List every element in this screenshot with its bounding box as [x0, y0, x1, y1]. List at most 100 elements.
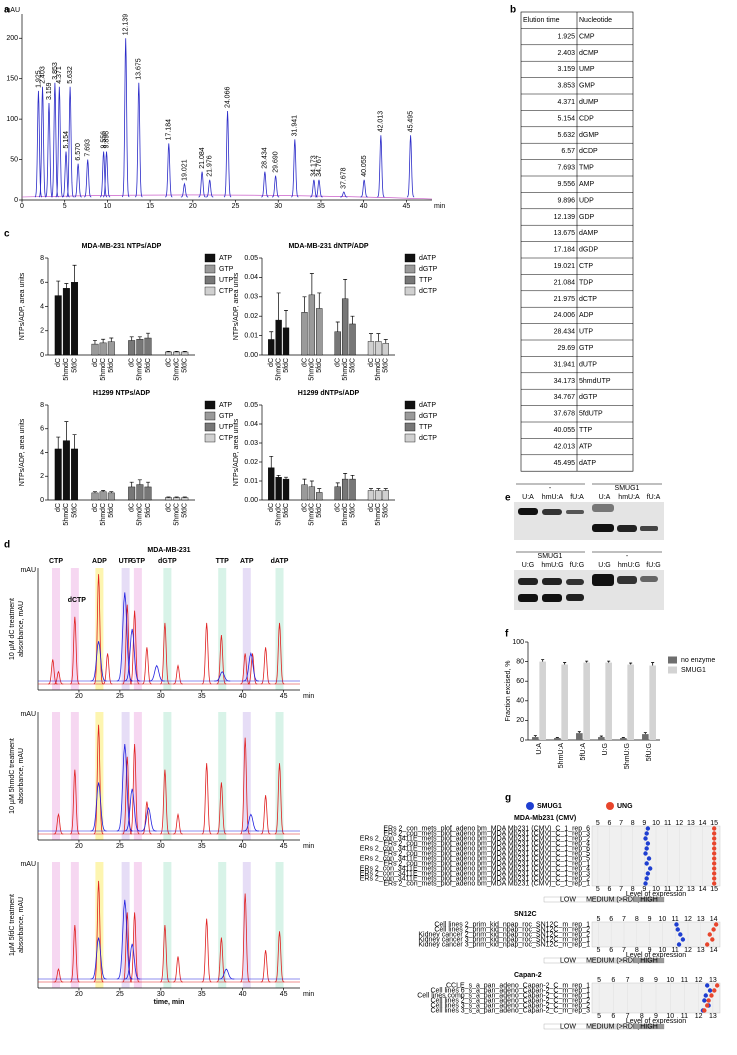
- dot: [644, 846, 648, 850]
- x-tick-label: 12: [684, 916, 692, 923]
- row-label: Cell lines 3_s_a_pan_adeno_Capan-2_C_m_r…: [430, 1007, 590, 1014]
- table-cell: 34.767: [554, 394, 576, 401]
- dot: [681, 937, 685, 941]
- gel-image: [514, 570, 664, 610]
- error-bar: [130, 337, 134, 341]
- x-tick-label: 5: [597, 977, 601, 984]
- error-bar: [269, 332, 273, 340]
- x-tick-label: 20: [75, 843, 83, 850]
- legend-swatch: [205, 254, 215, 262]
- dot: [709, 993, 713, 997]
- lane-label: fU:G: [646, 562, 660, 569]
- x-tick-label: 15: [146, 203, 154, 210]
- y-tick-label: 50: [10, 156, 18, 163]
- y-axis-label: 10 µM dC treatment: [9, 598, 16, 660]
- peak-label: 24.066: [224, 87, 231, 109]
- table-cell: GDP: [579, 214, 595, 221]
- x-tick-label: 5fdC: [145, 358, 152, 373]
- gel-band: [592, 504, 614, 512]
- bar: [316, 492, 322, 500]
- x-tick-label: 5hmdC: [137, 503, 144, 526]
- x-tick-label: 14: [710, 947, 718, 954]
- error-bar: [109, 338, 113, 342]
- bar: [309, 295, 315, 355]
- error-bar: [600, 736, 603, 737]
- table-cell: 2.403: [557, 50, 575, 57]
- table-cell: dCDP: [579, 148, 598, 155]
- peak-label: 2.403: [39, 66, 46, 84]
- peak: [202, 919, 212, 982]
- error-bar: [369, 334, 373, 342]
- x-tick-label: 5fdC: [316, 358, 323, 373]
- table-cell: 42.013: [554, 443, 576, 450]
- table-cell: 31.941: [554, 361, 576, 368]
- bar: [627, 665, 634, 740]
- table-cell: TTP: [579, 427, 593, 434]
- table-cell: 17.184: [554, 247, 576, 254]
- dot: [712, 836, 716, 840]
- dot: [712, 846, 716, 850]
- dot: [714, 922, 718, 926]
- bar: [368, 341, 374, 355]
- x-tick-label: 5hmdC: [309, 358, 316, 381]
- panel-label: e: [505, 493, 511, 504]
- error-bar: [336, 322, 340, 332]
- legend-swatch: [405, 265, 415, 273]
- peak-label: 37.678: [341, 167, 348, 189]
- table-cell: 1.925: [557, 33, 575, 40]
- level-label: LOW: [560, 1024, 576, 1031]
- table-cell: 28.434: [554, 329, 576, 336]
- bar: [375, 341, 381, 355]
- bar: [108, 342, 115, 355]
- table-cell: 40.055: [554, 427, 576, 434]
- lane-label: fU:G: [570, 562, 584, 569]
- dot: [646, 871, 650, 875]
- peak: [206, 180, 213, 197]
- bar: [598, 737, 605, 740]
- x-tick-label: dC: [335, 358, 342, 367]
- peak: [135, 83, 142, 197]
- y-axis-label: 1µM 5fdC treatment: [9, 894, 16, 956]
- error-bar: [56, 281, 60, 296]
- peak: [310, 180, 317, 197]
- x-tick-label: 8: [635, 916, 639, 923]
- bar: [268, 468, 274, 500]
- x-unit: min: [303, 991, 314, 998]
- x-tick-label: 40: [239, 693, 247, 700]
- dot: [708, 932, 712, 936]
- x-tick-label: 10: [652, 820, 660, 827]
- band: [276, 712, 284, 840]
- x-tick-label: 6: [611, 977, 615, 984]
- x-tick-label: 10: [104, 203, 112, 210]
- error-bar: [101, 339, 105, 343]
- x-tick-label: dC: [92, 358, 99, 367]
- peak: [361, 180, 368, 197]
- error-bar: [578, 732, 581, 733]
- error-bar: [629, 663, 632, 664]
- error-bar: [607, 661, 610, 662]
- dot: [706, 998, 710, 1002]
- x-tick-label: 6: [608, 820, 612, 827]
- peak-label: 28.434: [262, 147, 269, 169]
- y-tick-label: 0.02: [244, 459, 258, 466]
- y-tick-label: 0.03: [244, 440, 258, 447]
- lane-label: U:A: [599, 494, 611, 501]
- x-tick-label: 5: [597, 1013, 601, 1020]
- legend-label: dATP: [419, 402, 436, 409]
- legend-swatch: [405, 401, 415, 409]
- x-tick-label: 13: [687, 820, 695, 827]
- gel-group: -: [626, 553, 629, 560]
- x-tick-label: 12: [695, 977, 703, 984]
- table-cell: 24.006: [554, 312, 576, 319]
- dot: [643, 851, 647, 855]
- legend-swatch: [668, 657, 677, 664]
- x-tick-label: 10: [666, 977, 674, 984]
- peak: [202, 623, 212, 684]
- y-tick-label: 0.01: [244, 478, 258, 485]
- peak: [202, 763, 212, 834]
- peak: [103, 653, 113, 684]
- table-cell: 3.159: [557, 66, 575, 73]
- y-axis-label: 10 µM 5hmdC treatment: [9, 738, 16, 814]
- panel-label: d: [4, 540, 10, 551]
